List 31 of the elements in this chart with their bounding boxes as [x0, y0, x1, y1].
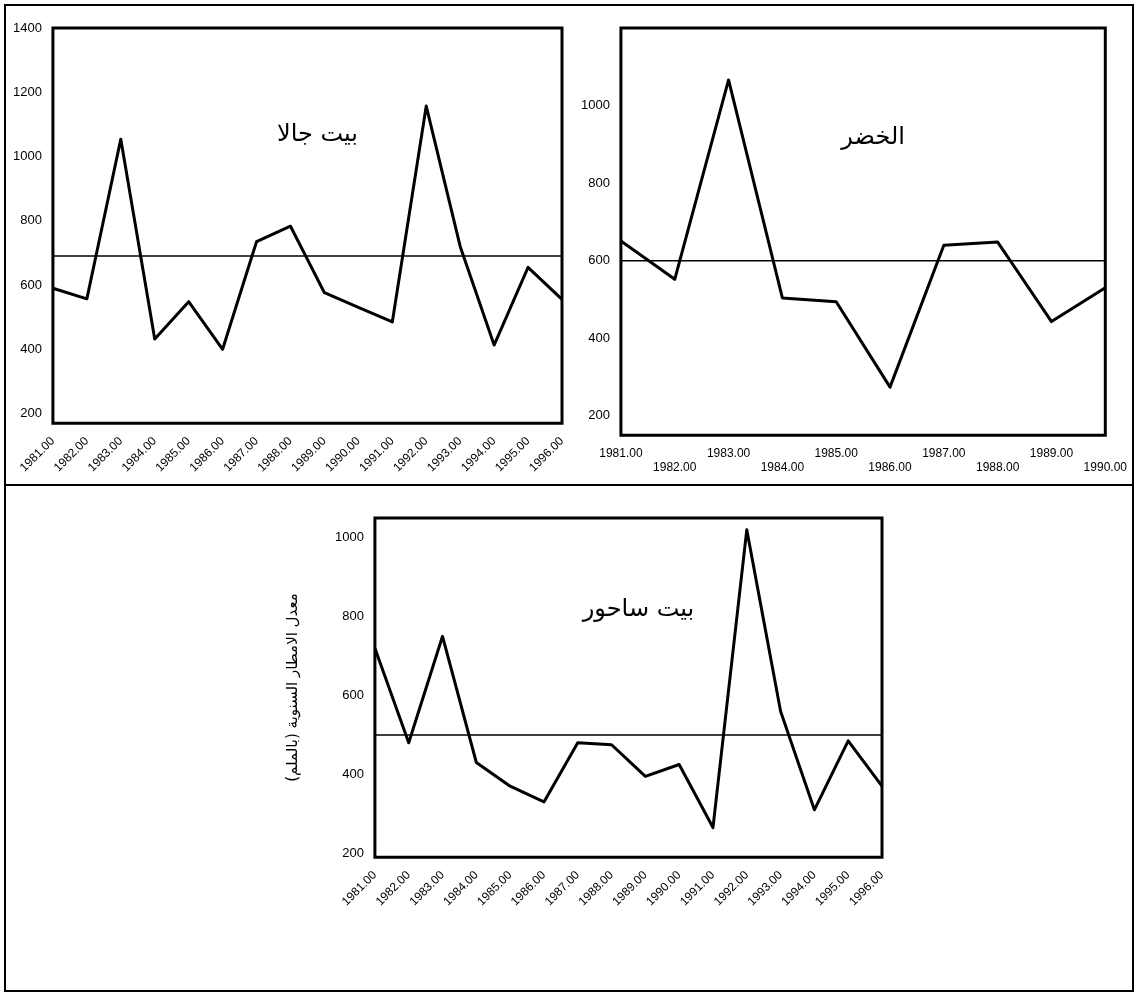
y-tick-label: 1000	[13, 148, 42, 164]
text: بيت جالا	[276, 118, 358, 147]
y-tick-label: 1000	[581, 97, 610, 113]
x-tick-label: 1983.00	[706, 445, 751, 460]
y-tick-label: 600	[588, 252, 610, 268]
x-tick-label: 1990.00	[1083, 460, 1128, 475]
y-tick-label: 1200	[13, 83, 42, 99]
x-tick-label: 1988.00	[975, 460, 1020, 475]
y-tick-label: 1000	[335, 529, 364, 545]
y-tick-label: 400	[342, 765, 364, 781]
x-tick-label: 1987.00	[922, 445, 966, 460]
y-tick-label: 200	[588, 407, 610, 423]
y-tick-label: 400	[20, 340, 42, 356]
y-tick-label: 600	[20, 276, 42, 292]
y-tick-label: 400	[588, 329, 610, 345]
x-tick-label: 1984.00	[760, 460, 805, 475]
x-tick-label: 1989.00	[1029, 445, 1074, 460]
y-tick-label: 600	[342, 687, 364, 703]
text: الخضر	[840, 122, 905, 151]
y-tick-label: 200	[342, 844, 364, 860]
x-tick-label: 1985.00	[814, 445, 859, 460]
y-tick-label: 200	[20, 405, 42, 421]
y-tick-label: 800	[20, 212, 42, 228]
y-tick-label: 800	[588, 174, 610, 190]
y-tick-label: 800	[342, 608, 364, 624]
x-tick-label: 1981.00	[599, 445, 643, 460]
x-tick-label: 1982.00	[653, 460, 697, 475]
x-tick-label: 1986.00	[868, 460, 913, 475]
y-axis-title: معدل الامطار السنوية (بالملم)	[282, 593, 301, 782]
text: بيت ساحور	[581, 593, 695, 622]
y-tick-label: 1400	[13, 19, 42, 35]
